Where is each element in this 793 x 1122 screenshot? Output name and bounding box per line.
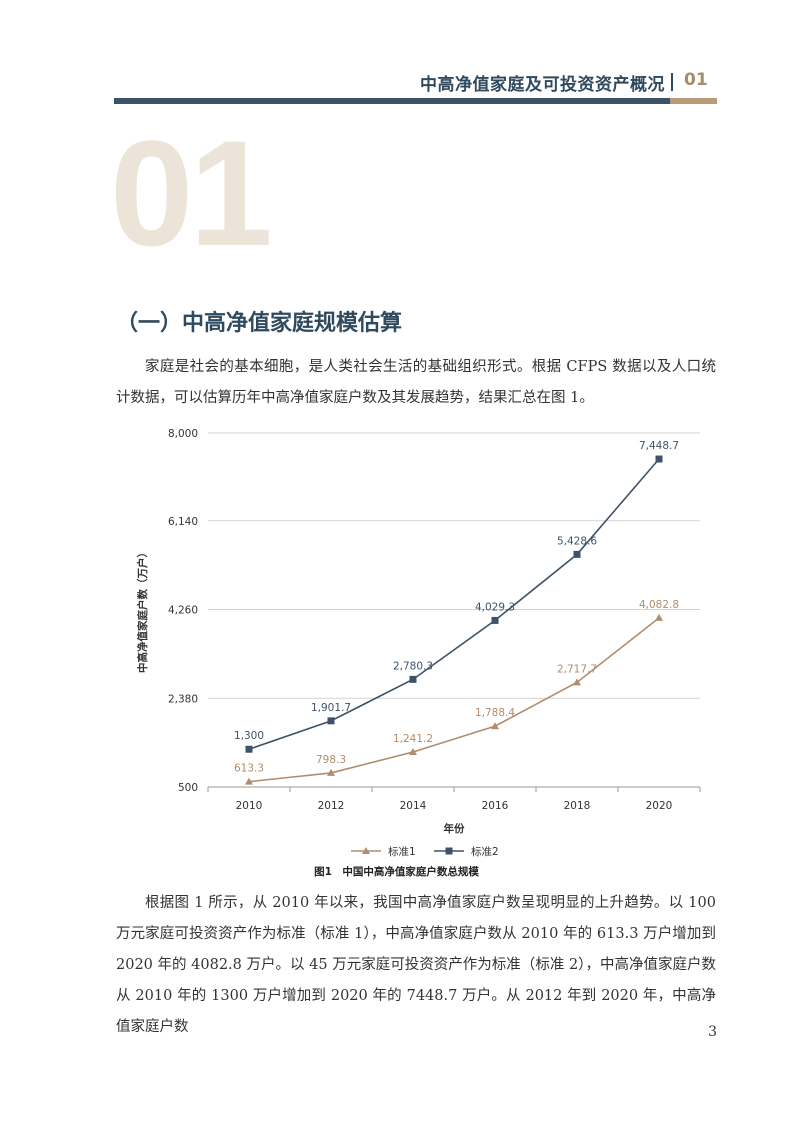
data-point-series-2	[655, 455, 663, 463]
x-tick-label: 2016	[482, 800, 509, 812]
data-label-series-1: 2,717.7	[557, 663, 597, 675]
chapter-big-number: 01	[110, 109, 273, 277]
series-line-1	[248, 617, 660, 783]
legend-marker-series-2	[445, 847, 453, 855]
legend-marker-series-1	[362, 847, 370, 854]
section-heading: （一）中高净值家庭规模估算	[116, 311, 403, 336]
x-tick-label: 2014	[400, 800, 427, 812]
data-point-series-2	[327, 717, 335, 725]
y-axis-title: 中高净值家庭户数（万户）	[136, 547, 149, 673]
data-label-series-2: 7,448.7	[639, 440, 679, 452]
data-label-series-1: 4,082.8	[639, 599, 679, 611]
header-title: 中高净值家庭及可投资资产概况	[420, 75, 665, 95]
x-tick-label: 2010	[236, 800, 263, 812]
data-label-series-2: 1,300	[234, 730, 264, 742]
y-tick-label: 6,140	[168, 516, 198, 528]
paragraph-intro: 家庭是社会的基本细胞，是人类社会生活的基础组织形式。根据 CFPS 数据以及人口…	[116, 359, 716, 406]
data-point-series-1	[655, 613, 663, 621]
header-chapter-number: 01	[684, 70, 708, 90]
data-point-series-1	[573, 678, 581, 686]
data-label-series-1: 798.3	[316, 754, 346, 766]
header-separator	[671, 73, 673, 91]
legend-label-series-2: 标准2	[471, 846, 499, 858]
x-axis-title: 年份	[444, 822, 465, 835]
data-point-series-1	[491, 722, 499, 730]
household-count-line-chart: 500 2,380 4,260 6,140 8,000 2010 2012 2014 2016 2…	[136, 428, 701, 858]
data-point-series-1	[409, 748, 417, 756]
y-tick-label: 8,000	[168, 428, 198, 440]
paragraph-analysis: 根据图 1 所示，从 2010 年以来，我国中高净值家庭户数呈现明显的上升趋势。…	[116, 895, 716, 1035]
data-label-series-2: 2,780.3	[393, 660, 433, 672]
data-label-series-1: 1,241.2	[393, 733, 433, 745]
data-point-series-1	[245, 777, 253, 785]
data-point-series-2	[491, 616, 499, 624]
data-point-series-2	[409, 675, 417, 683]
header-rule-accent	[670, 98, 717, 104]
header-rule	[114, 98, 670, 104]
figure-caption: 图1 中国中高净值家庭户数总规模	[314, 866, 479, 878]
data-point-series-2	[573, 550, 581, 558]
y-tick-label: 4,260	[168, 605, 198, 617]
page-number: 3	[708, 1024, 717, 1040]
x-tick-label: 2012	[318, 800, 345, 812]
data-label-series-2: 5,428.6	[557, 535, 597, 547]
x-tick-label: 2020	[646, 800, 673, 812]
y-tick-label: 2,380	[168, 693, 198, 705]
y-tick-label: 500	[178, 782, 198, 794]
data-label-series-2: 1,901.7	[311, 702, 351, 714]
data-label-series-1: 1,788.4	[475, 707, 515, 719]
legend-label-series-1: 标准1	[388, 846, 416, 858]
data-label-series-1: 613.3	[234, 763, 264, 775]
x-tick-label: 2018	[564, 800, 591, 812]
data-point-series-2	[245, 745, 253, 753]
data-point-series-1	[327, 768, 335, 776]
series-line-2	[248, 458, 660, 750]
data-label-series-2: 4,029.3	[475, 601, 515, 613]
